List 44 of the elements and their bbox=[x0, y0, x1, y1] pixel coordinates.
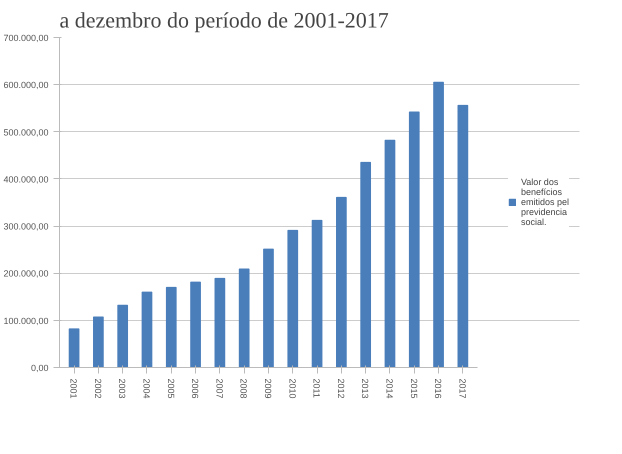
x-tick-label: 2001 bbox=[68, 378, 79, 399]
x-tick-label: 2014 bbox=[384, 378, 394, 399]
x-tick-label: 2015 bbox=[408, 378, 419, 399]
x-tick-label: 2004 bbox=[141, 378, 152, 399]
y-tick-label: 200.000,00 bbox=[3, 268, 49, 279]
chart-title: a dezembro do período de 2001-2017 bbox=[60, 8, 389, 32]
bar bbox=[287, 230, 298, 368]
bar bbox=[263, 248, 274, 368]
bar bbox=[336, 196, 347, 368]
bar bbox=[433, 82, 444, 368]
bar bbox=[214, 278, 226, 368]
y-tick-label: 500.000,00 bbox=[3, 127, 49, 138]
x-tick-label: 2010 bbox=[287, 378, 298, 399]
bar bbox=[93, 316, 104, 368]
bar bbox=[142, 292, 152, 368]
x-tick-label: 2009 bbox=[262, 378, 273, 399]
x-tick-label: 2006 bbox=[190, 378, 200, 399]
x-tick-label: 2016 bbox=[433, 378, 444, 399]
x-tick-label: 2002 bbox=[92, 378, 103, 399]
bar bbox=[68, 328, 80, 368]
y-tick-label: 400.000,00 bbox=[3, 174, 49, 184]
bar bbox=[190, 282, 201, 368]
bar bbox=[312, 220, 322, 368]
y-tick-label: 300.000,00 bbox=[3, 222, 49, 232]
y-tick-label: 100.000,00 bbox=[3, 316, 49, 326]
x-tick-label: 2011 bbox=[312, 378, 322, 398]
x-tick-label: 2013 bbox=[360, 378, 370, 399]
legend-label: Valor dos benefícios emitidos pel previdencia social. bbox=[520, 177, 569, 227]
y-tick-label: 700.000,00 bbox=[3, 33, 49, 43]
bar bbox=[384, 140, 396, 368]
y-tick-label: 600.000,00 bbox=[3, 80, 49, 90]
bar bbox=[360, 162, 372, 368]
x-tick-label: 2003 bbox=[117, 378, 128, 399]
x-tick-label: 2007 bbox=[214, 378, 224, 399]
bar bbox=[458, 104, 468, 368]
bar bbox=[408, 111, 420, 368]
x-tick-label: 2012 bbox=[336, 378, 346, 399]
y-tick-label: 0,00 bbox=[30, 363, 49, 373]
x-tick-label: 2017 bbox=[457, 378, 468, 399]
x-tick-label: 2005 bbox=[166, 378, 176, 399]
bar bbox=[166, 286, 177, 368]
bar bbox=[117, 304, 128, 368]
bar bbox=[238, 268, 250, 368]
x-tick-label: 2008 bbox=[238, 378, 249, 399]
